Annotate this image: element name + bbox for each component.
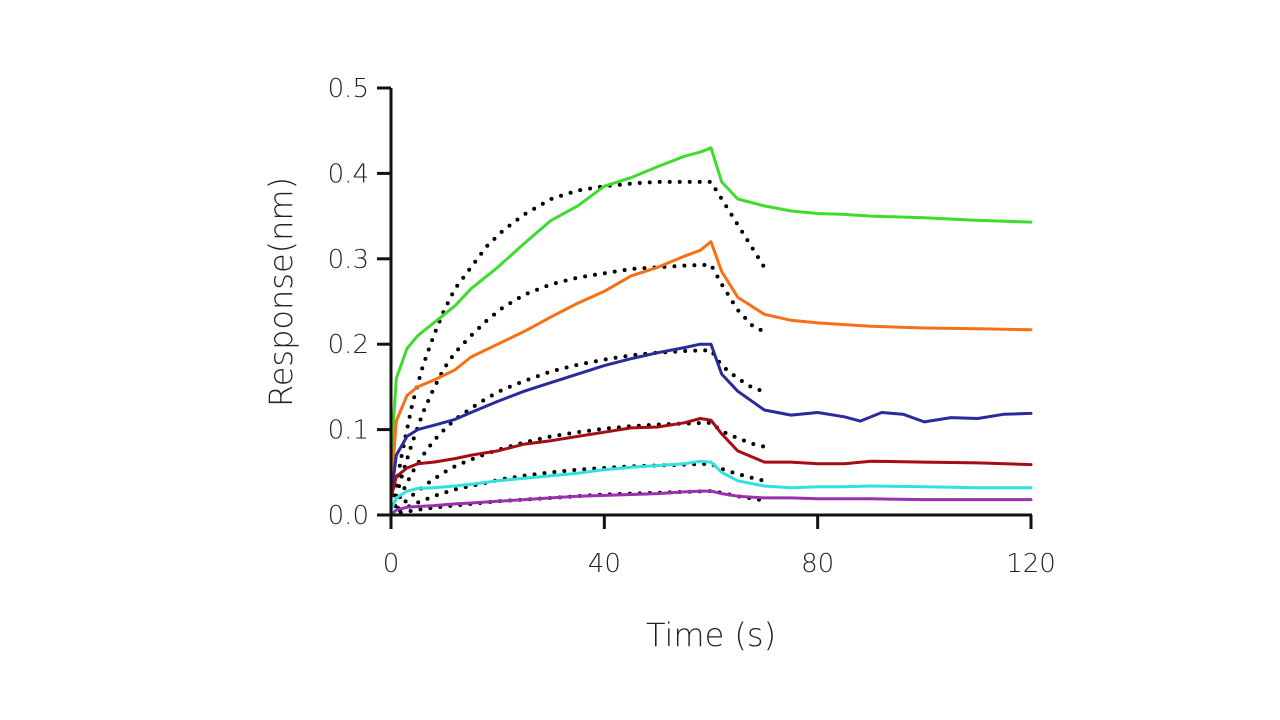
x-ticks: 0 40 80 120 <box>383 515 1056 579</box>
y-tick-label: 0.5 <box>328 74 369 104</box>
response-curve <box>389 240 1033 491</box>
y-tick-label: 0.1 <box>328 416 369 446</box>
x-tick-label: 0 <box>383 549 400 579</box>
x-tick-label: 40 <box>588 549 621 579</box>
y-axis-title: Response(nm) <box>262 177 300 407</box>
response-curve <box>389 342 1033 500</box>
y-tick-label: 0.3 <box>328 245 369 275</box>
series-layer <box>389 146 1033 517</box>
x-tick-label: 120 <box>1006 549 1056 579</box>
y-tick-label: 0.0 <box>328 501 369 531</box>
response-curve <box>389 417 1033 500</box>
response-curve <box>389 489 1033 517</box>
y-tick-label: 0.2 <box>328 330 369 360</box>
y-ticks: 0.0 0.1 0.2 0.3 0.4 0.5 <box>328 74 391 531</box>
fit-curve <box>389 179 767 517</box>
fit-curve <box>389 461 767 517</box>
x-tick-label: 80 <box>801 549 834 579</box>
y-tick-label: 0.4 <box>328 159 369 189</box>
fit-curve <box>389 262 767 517</box>
x-axis-title: Time (s) <box>646 616 776 654</box>
response-curve <box>389 459 1033 513</box>
response-curve <box>389 146 1033 461</box>
fit-curve <box>389 348 767 517</box>
axes: 0.0 0.1 0.2 0.3 0.4 0.5 0 40 80 120 <box>328 74 1056 579</box>
